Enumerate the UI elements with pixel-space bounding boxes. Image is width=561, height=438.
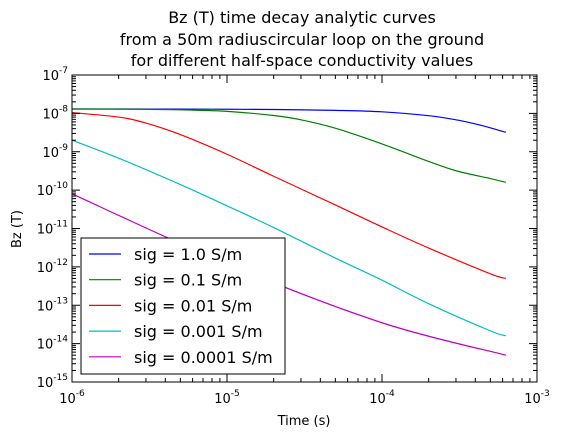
y-tick-label-2: 10-13 (37, 296, 68, 314)
series-line-3 (71, 139, 507, 337)
y-tick-label-8: 10-7 (42, 66, 68, 84)
x-tick-label-1: 10-5 (214, 389, 240, 407)
legend-items: sig = 1.0 S/m sig = 0.1 S/m sig = 0.01 S/m… (89, 245, 273, 367)
x-tick-label-0: 10-6 (59, 389, 85, 407)
series-layer (71, 108, 507, 356)
y-tick-label-3: 10-12 (37, 258, 68, 276)
chart-title-line-1: Bz (T) time decay analytic curves (168, 8, 436, 27)
legend-label-4: sig = 0.0001 S/m (134, 348, 273, 367)
series-line-4 (71, 193, 507, 356)
y-tick-label-0: 10-15 (37, 373, 68, 391)
y-tick-label-7: 10-8 (42, 104, 68, 122)
plot-frame (71, 74, 538, 383)
legend-label-1: sig = 0.1 S/m (134, 271, 242, 290)
y-tick-label-4: 10-11 (37, 220, 68, 238)
y-tick-label-6: 10-9 (42, 143, 68, 161)
x-tick-label-2: 10-4 (369, 389, 395, 407)
y-tick-label-5: 10-10 (37, 181, 69, 199)
series-line-1 (71, 108, 507, 183)
series-line-0 (71, 108, 507, 133)
legend-label-0: sig = 1.0 S/m (134, 245, 242, 264)
legend-label-3: sig = 0.001 S/m (134, 322, 263, 341)
y-axis-label: Bz (T) (10, 210, 25, 248)
y-tick-label-1: 10-14 (37, 335, 69, 353)
legend: sig = 1.0 S/m sig = 0.1 S/m sig = 0.01 S/m… (80, 237, 286, 375)
x-tick-label-3: 10-3 (524, 389, 550, 407)
x-axis-label: Time (s) (277, 414, 331, 429)
chart-title-line-3: for different half-space conductivity va… (131, 51, 473, 70)
tick-layer: 10-6 10-5 10-4 10-3 10-15 10-14 10-13 10-12 10-1… (37, 66, 550, 407)
chart-title-line-2: from a 50m radiuscircular loop on the gr… (120, 30, 484, 49)
series-line-2 (71, 111, 507, 280)
legend-label-2: sig = 0.01 S/m (134, 296, 252, 315)
